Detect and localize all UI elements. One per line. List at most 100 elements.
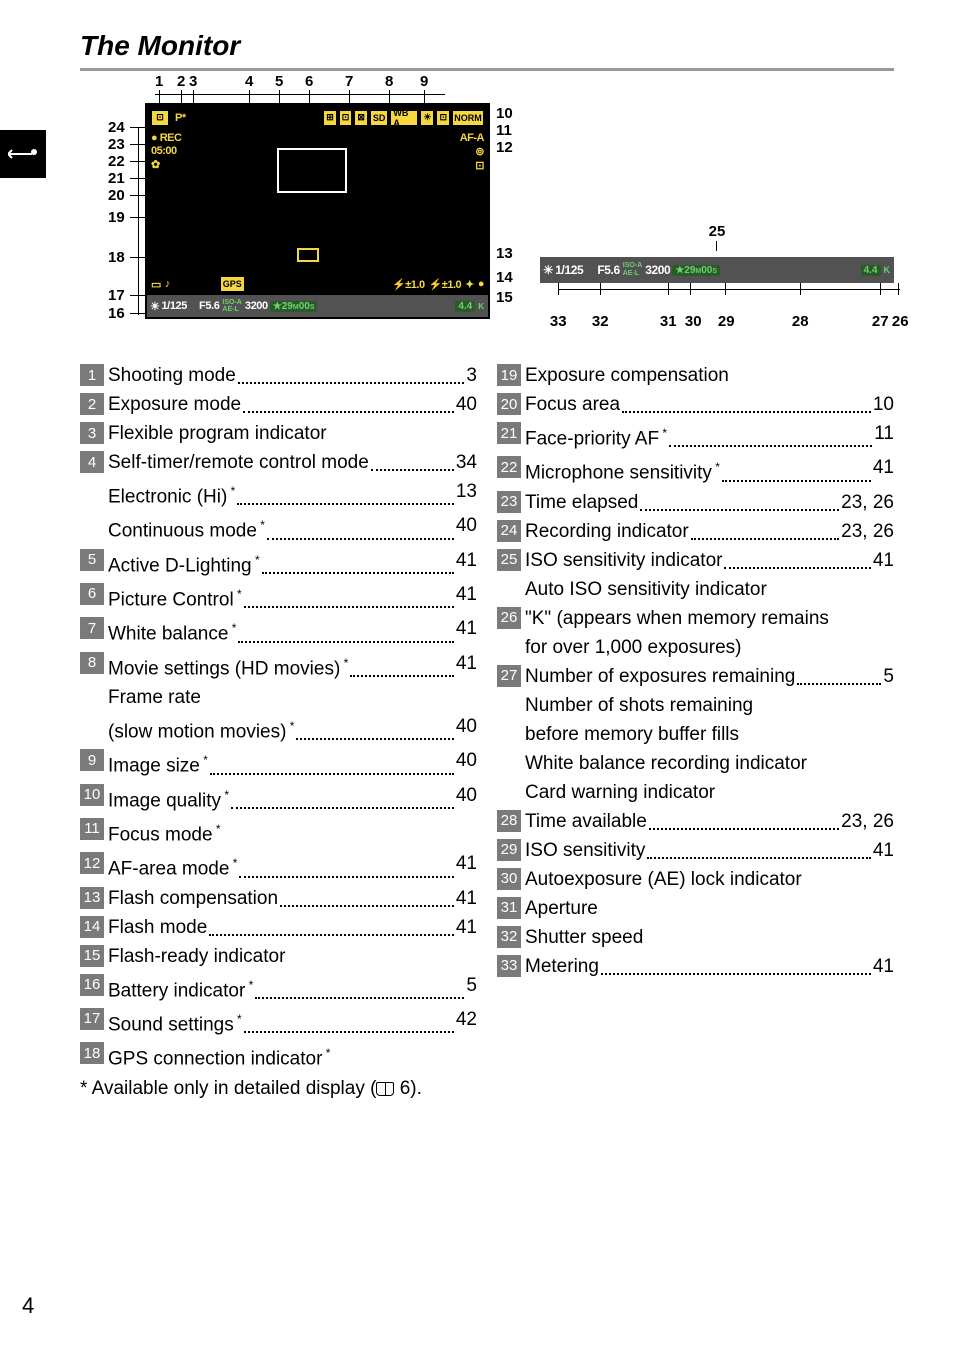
index-page: 5 bbox=[883, 662, 894, 691]
status-bar-2: ☀ 1/125 F5.6 ISO-AAE-L 3200 ★29M00S 4.4 … bbox=[540, 257, 894, 283]
index-entry: 20Focus area10 bbox=[497, 390, 894, 419]
index-entry: 3Flexible program indicator bbox=[80, 419, 477, 448]
right-column: 19Exposure compensation20Focus area1021F… bbox=[497, 361, 894, 1074]
index-entry: 29ISO sensitivity41 bbox=[497, 836, 894, 865]
index-label: Shooting mode bbox=[108, 361, 236, 390]
index-label: Recording indicator bbox=[525, 517, 689, 546]
index-number: 33 bbox=[497, 955, 521, 977]
status-bar-enlarged: 25 ☀ 1/125 F5.6 ISO-AAE-L 3200 ★29M00S 4… bbox=[540, 223, 894, 333]
index-label: Exposure compensation bbox=[525, 361, 729, 390]
index-number: 8 bbox=[80, 652, 104, 674]
index-label: Card warning indicator bbox=[525, 778, 715, 807]
index-page: 41 bbox=[873, 952, 894, 981]
lcd-viewfinder-area bbox=[147, 178, 488, 273]
index-number: 14 bbox=[80, 916, 104, 938]
index-entry: 6Picture Control *41 bbox=[80, 580, 477, 614]
index-label: Metering bbox=[525, 952, 599, 981]
index-page: 41 bbox=[456, 884, 477, 913]
index-page: 23, 26 bbox=[841, 488, 894, 517]
index-entry: for over 1,000 exposures) bbox=[497, 633, 894, 662]
index-entry: 26"K" (appears when memory remains bbox=[497, 604, 894, 633]
index-entry: 15Flash-ready indicator bbox=[80, 942, 477, 971]
index-entry: 9Image size * 40 bbox=[80, 746, 477, 780]
index-label: Face-priority AF * bbox=[525, 419, 667, 453]
index-entry: 21Face-priority AF *11 bbox=[497, 419, 894, 453]
index-number: 18 bbox=[80, 1042, 104, 1064]
index-label: Frame rate bbox=[108, 683, 201, 712]
index-entry: 30Autoexposure (AE) lock indicator bbox=[497, 865, 894, 894]
index-entry: 23Time elapsed23, 26 bbox=[497, 488, 894, 517]
index-number: 16 bbox=[80, 974, 104, 996]
index-number: 27 bbox=[497, 665, 521, 687]
index-number: 11 bbox=[80, 818, 104, 840]
index-entry: Auto ISO sensitivity indicator bbox=[497, 575, 894, 604]
index-page: 40 bbox=[456, 746, 477, 775]
index-page: 41 bbox=[456, 580, 477, 609]
index-number: 12 bbox=[80, 852, 104, 874]
index-entry: 22Microphone sensitivity *41 bbox=[497, 453, 894, 487]
index-label: Active D-Lighting * bbox=[108, 546, 260, 580]
book-icon bbox=[376, 1082, 394, 1096]
index-label: Movie settings (HD movies) * bbox=[108, 649, 348, 683]
index-number: 15 bbox=[80, 945, 104, 967]
index-number: 9 bbox=[80, 749, 104, 771]
index-number: 7 bbox=[80, 617, 104, 639]
bottom-callouts: 33 32 31 30 29 28 27 26 bbox=[540, 313, 894, 333]
page-title: The Monitor bbox=[80, 30, 894, 62]
index-entry: 11Focus mode * bbox=[80, 815, 477, 849]
index-number: 32 bbox=[497, 926, 521, 948]
left-column: 1Shooting mode32Exposure mode403Flexible… bbox=[80, 361, 477, 1074]
index-number: 2 bbox=[80, 393, 104, 415]
index-entry: 19Exposure compensation bbox=[497, 361, 894, 390]
lcd-top-icons: ⊡ P* ⊞ ⊡ ⊠ SD WB A ☀ ⊡ NORM bbox=[147, 105, 488, 130]
index-page: 42 bbox=[456, 1005, 477, 1034]
index-label: Shutter speed bbox=[525, 923, 643, 952]
index-entry: 18GPS connection indicator * bbox=[80, 1039, 477, 1073]
index-page: 5 bbox=[466, 971, 477, 1000]
index-label: GPS connection indicator * bbox=[108, 1039, 330, 1073]
index-number: 26 bbox=[497, 607, 521, 629]
index-number: 31 bbox=[497, 897, 521, 919]
index-entry: 13Flash compensation41 bbox=[80, 884, 477, 913]
index-entry: Number of shots remaining bbox=[497, 691, 894, 720]
index-page: 23, 26 bbox=[841, 517, 894, 546]
index-page: 3 bbox=[466, 361, 477, 390]
index-entry: Continuous mode *40 bbox=[80, 511, 477, 545]
index-label: White balance * bbox=[108, 614, 236, 648]
lcd-bottom-row: ▭ ♪ GPS ⚡±1.0 ⚡±1.0 ✦ ● bbox=[147, 273, 488, 295]
index-entry: 1Shooting mode3 bbox=[80, 361, 477, 390]
index-label: Exposure mode bbox=[108, 390, 241, 419]
index-number: 17 bbox=[80, 1008, 104, 1030]
index-entry: 16Battery indicator * 5 bbox=[80, 971, 477, 1005]
index-entry: 5Active D-Lighting * 41 bbox=[80, 546, 477, 580]
index-label: Aperture bbox=[525, 894, 598, 923]
index-label: Continuous mode * bbox=[108, 511, 265, 545]
index-label: Focus mode * bbox=[108, 815, 221, 849]
index-label: Flexible program indicator bbox=[108, 419, 327, 448]
index-entry: 33Metering 41 bbox=[497, 952, 894, 981]
index-entry: 14Flash mode41 bbox=[80, 913, 477, 942]
index-page: 40 bbox=[456, 781, 477, 810]
main-lcd-diagram: 1 2 3 4 5 6 7 8 9 24 23 22 bbox=[110, 93, 512, 333]
index-label: Self-timer/remote control mode bbox=[108, 448, 369, 477]
diagram-row: 1 2 3 4 5 6 7 8 9 24 23 22 bbox=[110, 93, 894, 333]
index-entry: Card warning indicator bbox=[497, 778, 894, 807]
callout-25: 25 bbox=[709, 223, 726, 240]
index-label: Image size * bbox=[108, 746, 208, 780]
lcd-status-bar: ☀ 1/125 F5.6 ISO-AAE-L 3200 ★29M00S 4.4 … bbox=[147, 295, 488, 317]
index-number: 3 bbox=[80, 422, 104, 444]
index-label: Electronic (Hi) * bbox=[108, 477, 235, 511]
index-label: ISO sensitivity bbox=[525, 836, 645, 865]
index-entry: 25ISO sensitivity indicator41 bbox=[497, 546, 894, 575]
index-page: 41 bbox=[456, 649, 477, 678]
index-page: 11 bbox=[874, 419, 894, 448]
index-label: Battery indicator * bbox=[108, 971, 253, 1005]
index-number: 5 bbox=[80, 549, 104, 571]
page-number: 4 bbox=[22, 1293, 34, 1319]
index-entry: 31Aperture bbox=[497, 894, 894, 923]
index-page: 41 bbox=[456, 546, 477, 575]
index-entry: before memory buffer fills bbox=[497, 720, 894, 749]
index-columns: 1Shooting mode32Exposure mode403Flexible… bbox=[80, 361, 894, 1074]
index-entry: 27Number of exposures remaining5 bbox=[497, 662, 894, 691]
index-page: 10 bbox=[873, 390, 894, 419]
